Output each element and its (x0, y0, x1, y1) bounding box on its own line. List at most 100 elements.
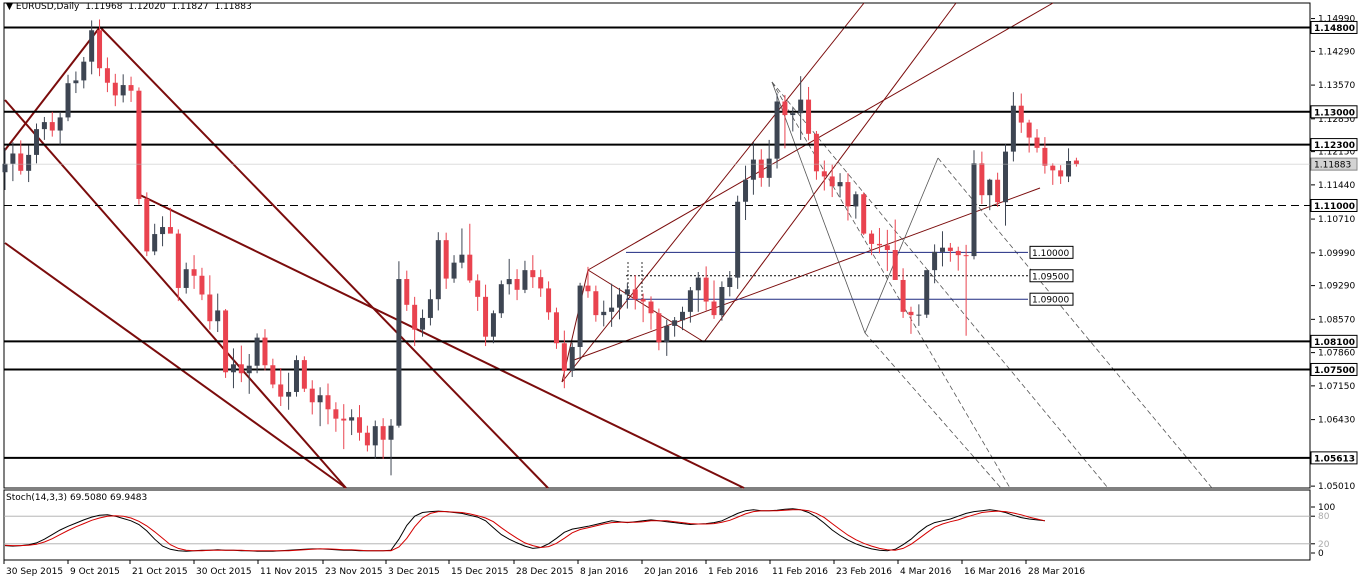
collapse-icon[interactable]: ▼ (6, 2, 13, 12)
candle-body (821, 171, 827, 177)
candle-body (680, 311, 686, 321)
level-labels: 1.14800 1.13000 1.12300 1.11000 1.08100 1.075… (4, 20, 1358, 465)
candle-body (908, 311, 914, 316)
candle-body (498, 284, 504, 314)
candle-body (616, 294, 622, 308)
candle-body (420, 317, 426, 330)
price-tick-label: 1.13570 (1318, 81, 1355, 91)
candle-body (97, 30, 103, 69)
candle-body (112, 82, 118, 96)
candle-body (467, 254, 473, 281)
candle-body (506, 279, 512, 285)
price-tick-label: 1.14990 (1318, 15, 1355, 25)
time-tick-label: 4 Mar 2016 (900, 567, 952, 577)
pitchfork-line-2 (587, 2, 1054, 271)
candle-body (341, 418, 347, 421)
candle-body (144, 198, 150, 252)
candle-body (782, 101, 788, 116)
time-tick-label: 3 Dec 2015 (388, 567, 440, 577)
pitchfork-line-3 (703, 2, 957, 343)
level-label: 1.13000 (1314, 108, 1355, 118)
candle-body (593, 291, 599, 316)
level-label: 1.07500 (1314, 366, 1355, 376)
price-tick-label: 1.14290 (1318, 47, 1355, 57)
candle-body (41, 122, 47, 130)
candle-body (246, 365, 252, 374)
stoch-signal-line (4, 509, 1046, 552)
candle-body (49, 122, 55, 131)
candle-body (325, 395, 331, 410)
candle-body (412, 304, 418, 330)
candle-body (869, 233, 875, 244)
time-tick-label: 28 Dec 2015 (516, 567, 574, 577)
current-price-box (1310, 157, 1358, 171)
candle-body (806, 99, 812, 134)
time-tick-label: 16 Mar 2016 (964, 567, 1021, 577)
candle-body (388, 425, 394, 440)
candle-body (546, 288, 552, 313)
high-value: 1.12020 (128, 2, 166, 12)
price-tick-label: 1.10710 (1318, 215, 1355, 225)
fib-levels: 1.10000 1.09500 1.09000 (626, 245, 1074, 306)
price-tick-label: 1.11440 (1318, 181, 1355, 191)
candle-body (963, 255, 969, 257)
stoch-main-line (4, 508, 1045, 552)
price-tick-label: 1.06430 (1318, 416, 1355, 426)
time-tick-label: 23 Feb 2016 (836, 567, 892, 577)
candle-body (979, 163, 985, 196)
candle-body (333, 409, 339, 419)
candle-body (301, 360, 307, 389)
time-tick-label: 20 Jan 2016 (644, 567, 698, 577)
time-tick-label: 23 Nov 2015 (325, 567, 383, 577)
candle-body (853, 194, 859, 207)
candle-body (522, 270, 528, 290)
level-label-box (1310, 198, 1358, 212)
candle-body (475, 280, 481, 297)
price-tick-label: 1.12850 (1318, 115, 1355, 125)
level-label-box (1310, 362, 1358, 376)
candle-body (26, 154, 32, 171)
candle-body (624, 289, 630, 295)
candle-body (995, 179, 1001, 203)
candle-body (89, 30, 95, 62)
level-label-box (1310, 138, 1358, 152)
candle-body (1018, 105, 1024, 123)
time-tick-label: 11 Feb 2016 (772, 567, 828, 577)
candle-body (672, 320, 678, 326)
candle-body (758, 159, 764, 178)
candle-body (34, 129, 40, 155)
close-value: 1.11883 (214, 2, 252, 12)
candle-body (278, 384, 284, 397)
dashed-fork-3 (937, 157, 1213, 489)
candle-body (569, 346, 575, 371)
candle-body (987, 179, 993, 196)
candle-body (372, 426, 378, 446)
channel-line-upper (99, 26, 549, 489)
candle-body (727, 277, 733, 288)
candle-body (538, 277, 544, 289)
candle-body (435, 240, 441, 300)
dashed-fork-handle-2 (864, 157, 939, 334)
candle-body (892, 250, 898, 280)
time-tick-label: 11 Nov 2015 (260, 567, 318, 577)
candle-body (451, 262, 457, 279)
candle-body (65, 83, 71, 118)
candle-body (317, 395, 323, 403)
price-tick-label: 1.08570 (1318, 315, 1355, 325)
candle-body (924, 270, 930, 315)
candle-body (175, 233, 181, 288)
candle-body (664, 325, 670, 343)
candle-body (656, 313, 662, 343)
candle-body (585, 285, 591, 292)
time-tick-label: 30 Sep 2015 (6, 567, 63, 577)
candle-body (601, 311, 607, 316)
open-value: 1.11968 (85, 2, 123, 12)
candle-body (1010, 105, 1016, 152)
level-label: 1.08100 (1314, 338, 1355, 348)
candle-body (932, 251, 938, 271)
candle-body (81, 61, 87, 81)
candle-body (837, 182, 843, 187)
candle-body (357, 417, 363, 433)
